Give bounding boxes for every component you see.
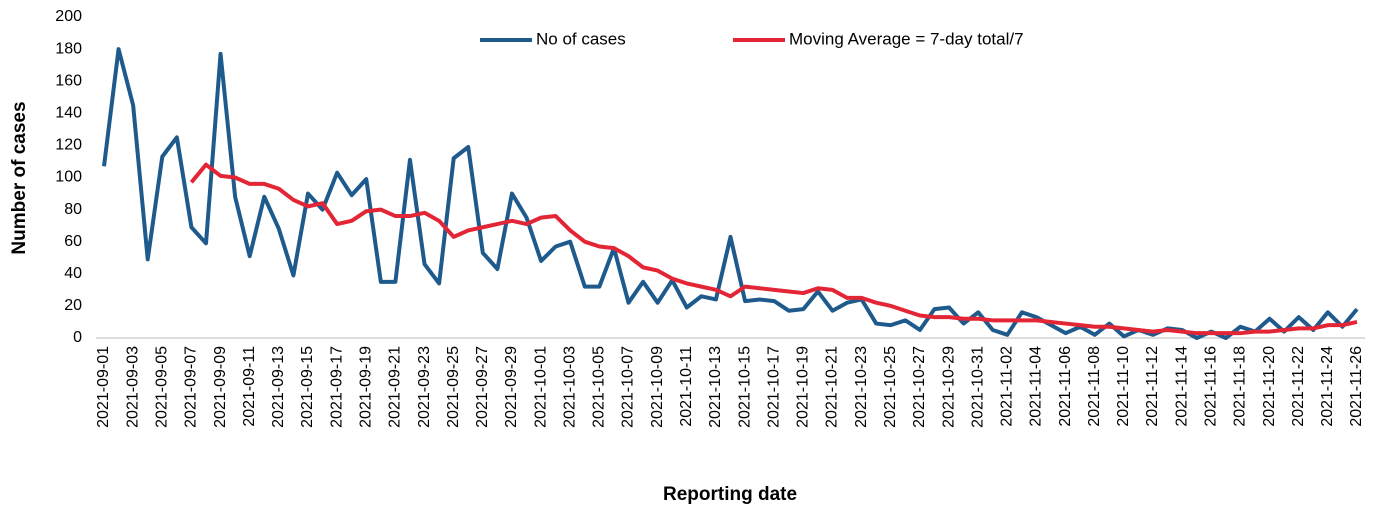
x-tick-label: 2021-10-07: [620, 346, 637, 428]
y-tick-label: 140: [55, 105, 82, 122]
legend-label: Moving Average = 7-day total/7: [789, 29, 1024, 48]
x-tick-label: 2021-11-12: [1144, 346, 1161, 427]
x-tick-label: 2021-11-04: [1028, 346, 1045, 427]
x-tick-label: 2021-10-15: [736, 346, 753, 428]
y-tick-label: 200: [55, 8, 82, 25]
y-tick-label: 40: [64, 265, 82, 282]
x-tick-label: 2021-11-02: [999, 346, 1016, 427]
x-tick-label: 2021-10-21: [824, 346, 841, 428]
x-tick-label: 2021-09-23: [416, 346, 433, 428]
x-tick-label: 2021-09-29: [503, 346, 520, 428]
x-tick-label: 2021-11-20: [1261, 346, 1278, 427]
y-tick-label: 100: [55, 169, 82, 186]
x-tick-label: 2021-09-09: [212, 346, 229, 428]
x-tick-label: 2021-09-11: [241, 346, 258, 427]
x-tick-label: 2021-09-27: [474, 346, 491, 428]
x-tick-label: 2021-10-03: [561, 346, 578, 428]
y-tick-label: 120: [55, 137, 82, 154]
legend-label: No of cases: [536, 29, 626, 48]
x-tick-label: 2021-09-01: [95, 346, 112, 428]
x-tick-label: 2021-11-24: [1319, 346, 1336, 427]
x-tick-label: 2021-11-10: [1115, 346, 1132, 427]
x-tick-label: 2021-09-19: [357, 346, 374, 428]
x-tick-label: 2021-10-23: [853, 346, 870, 428]
x-tick-label: 2021-10-25: [882, 346, 899, 428]
x-tick-label: 2021-09-15: [299, 346, 316, 428]
x-tick-label: 2021-10-05: [591, 346, 608, 428]
x-tick-label: 2021-10-31: [969, 346, 986, 428]
x-tick-label: 2021-11-16: [1203, 346, 1220, 427]
x-tick-label: 2021-10-11: [678, 346, 695, 427]
x-tick-label: 2021-09-21: [387, 346, 404, 428]
x-tick-label: 2021-10-01: [532, 346, 549, 428]
x-tick-label: 2021-09-17: [328, 346, 345, 428]
x-tick-label: 2021-09-25: [445, 346, 462, 428]
x-axis-title: Reporting date: [663, 484, 797, 505]
x-tick-label: 2021-10-09: [649, 346, 666, 428]
series-line: [102, 47, 1359, 340]
x-tick-label: 2021-10-17: [765, 346, 782, 428]
x-tick-label: 2021-10-13: [707, 346, 724, 428]
y-tick-label: 180: [55, 40, 82, 57]
x-tick-label: 2021-11-08: [1086, 346, 1103, 427]
x-tick-label: 2021-09-05: [153, 346, 170, 428]
x-tick-label: 2021-09-07: [183, 346, 200, 428]
x-tick-label: 2021-10-19: [795, 346, 812, 428]
y-tick-label: 20: [64, 297, 82, 314]
y-tick-label: 80: [64, 201, 82, 218]
y-tick-label: 160: [55, 72, 82, 89]
y-tick-label: 0: [73, 329, 82, 346]
x-tick-label: 2021-11-18: [1232, 346, 1249, 427]
x-tick-label: 2021-09-03: [124, 346, 141, 428]
series-line: [189, 162, 1358, 336]
x-tick-label: 2021-11-14: [1173, 346, 1190, 427]
x-tick-label: 2021-11-26: [1348, 346, 1365, 427]
y-tick-label: 60: [64, 233, 82, 250]
x-tick-label: 2021-11-06: [1057, 346, 1074, 427]
x-tick-label: 2021-11-22: [1290, 346, 1307, 427]
x-tick-label: 2021-10-27: [911, 346, 928, 428]
x-tick-label: 2021-10-29: [940, 346, 957, 428]
y-axis-title: Number of cases: [9, 101, 30, 254]
x-tick-label: 2021-09-13: [270, 346, 287, 428]
